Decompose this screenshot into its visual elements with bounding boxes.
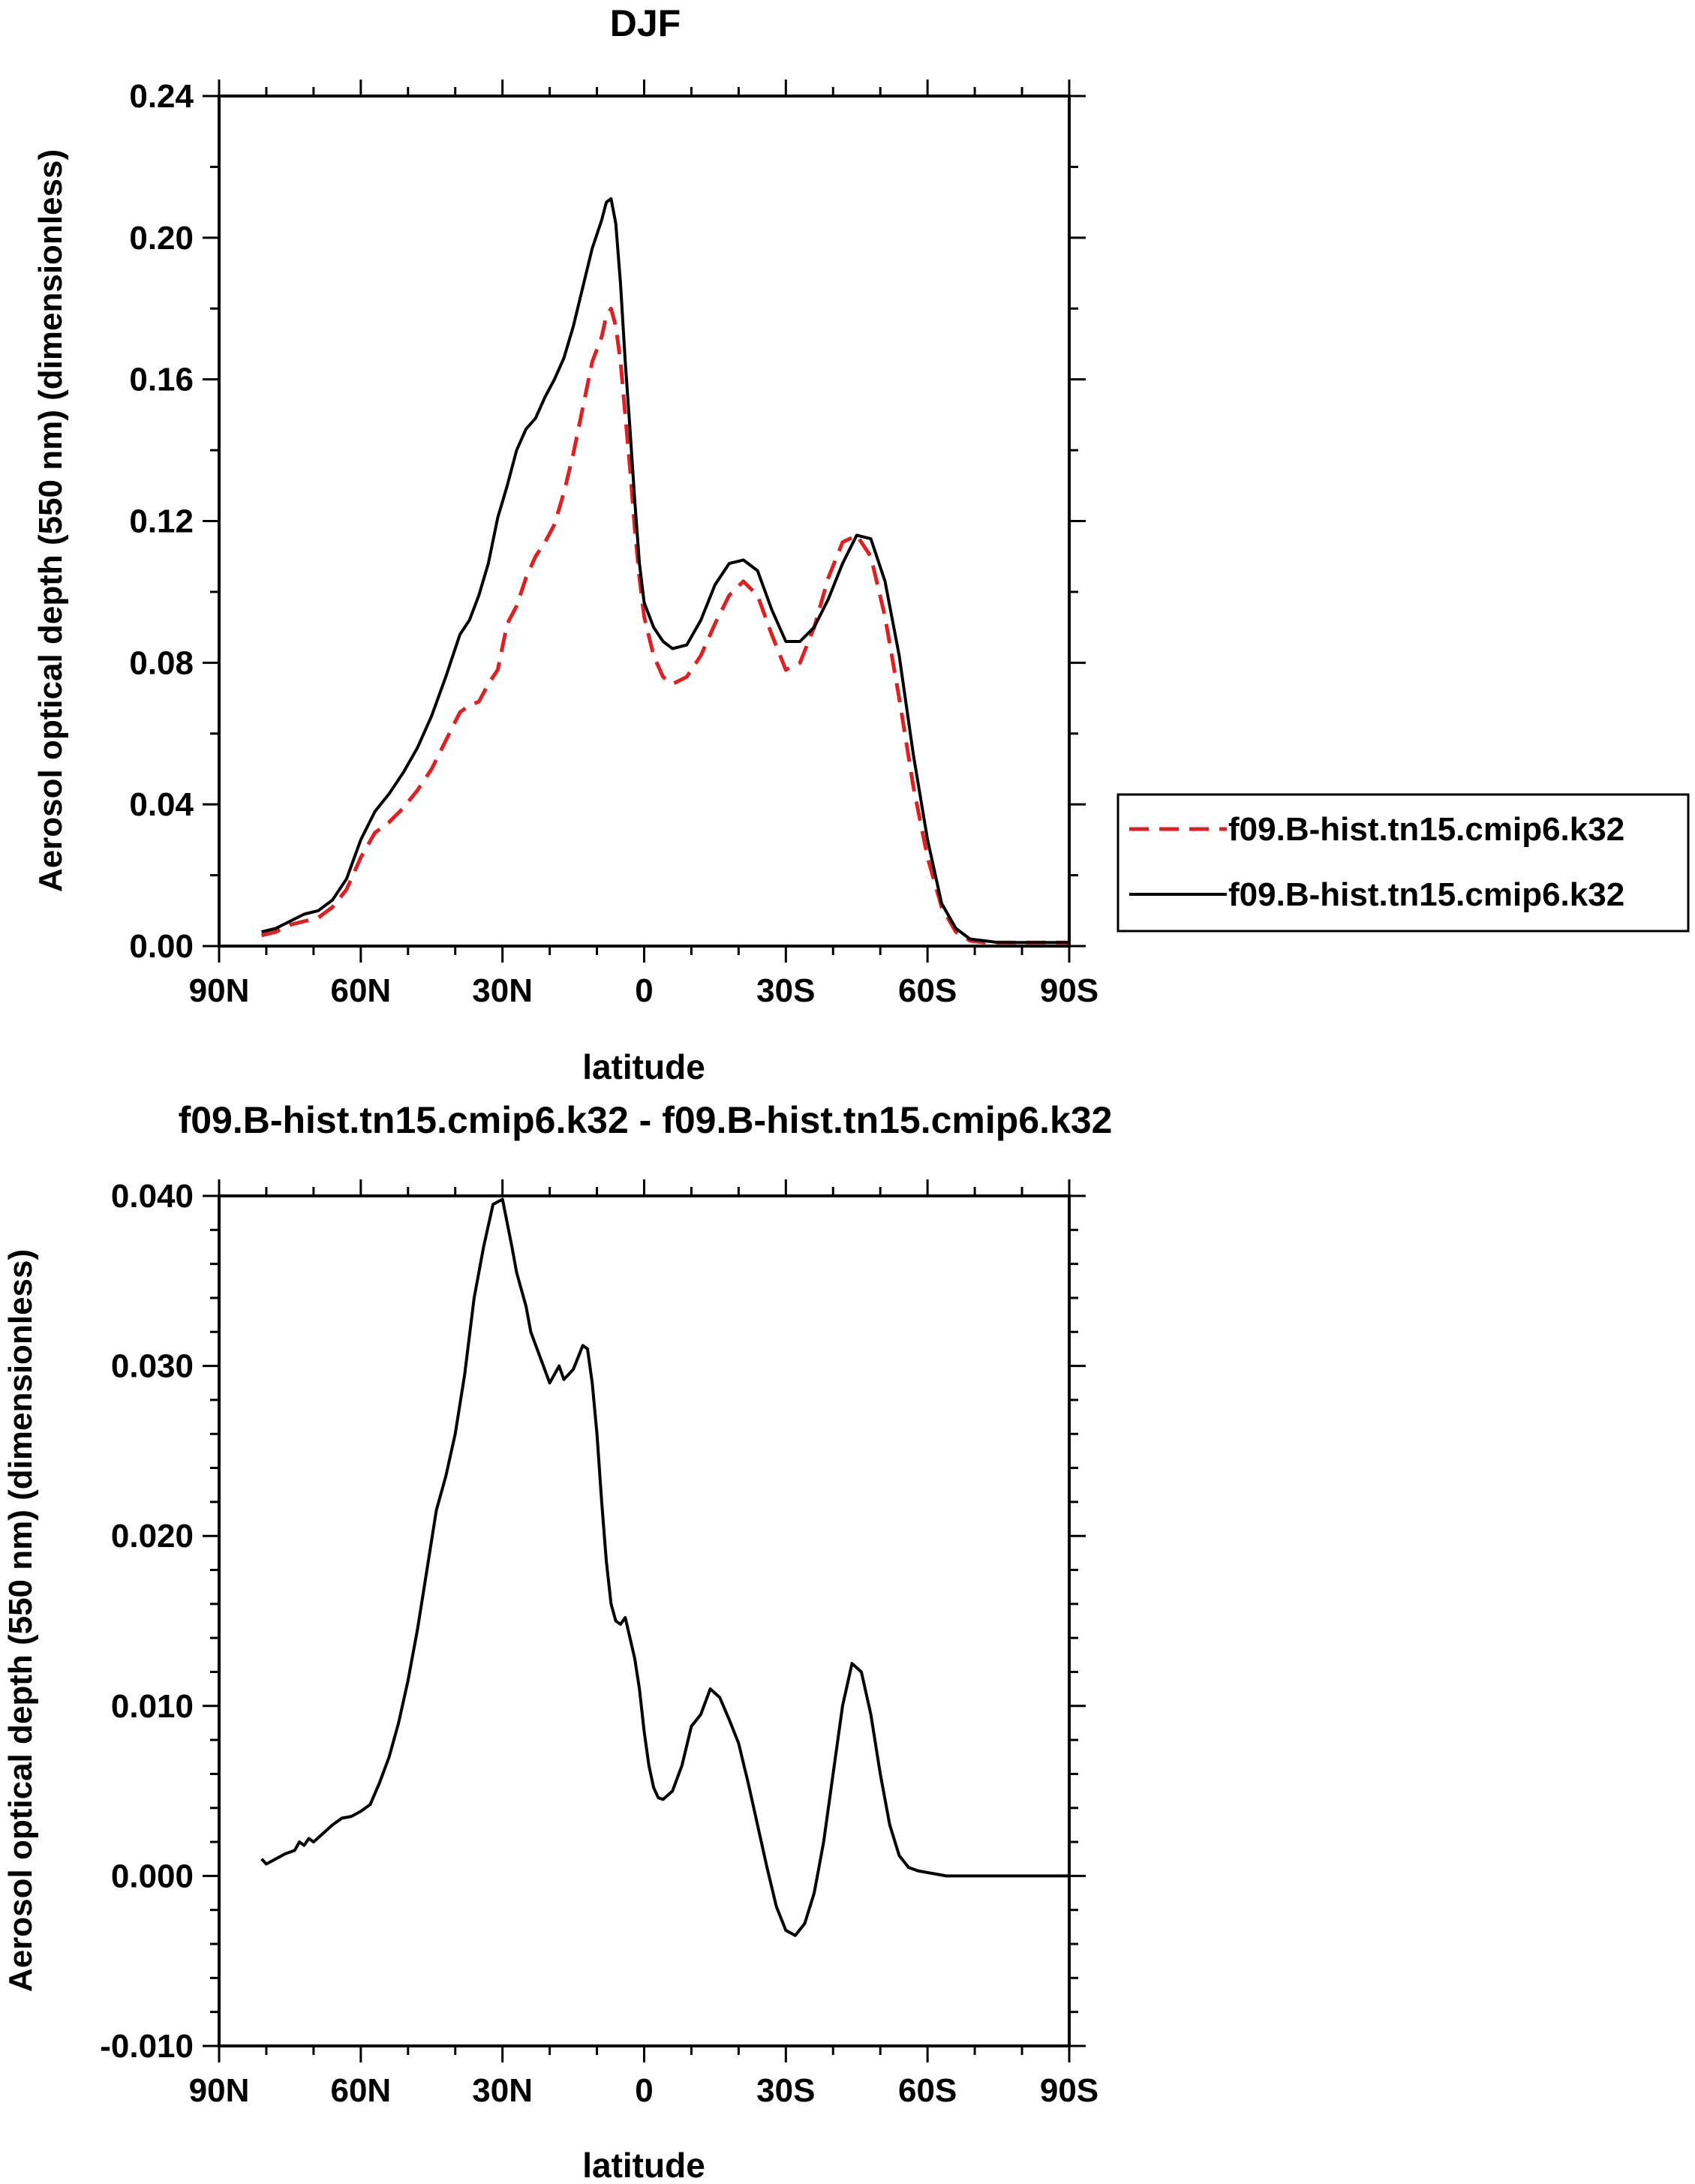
series-line-solid-black bbox=[261, 197, 1069, 945]
y-tick-label: 0.00 bbox=[129, 928, 194, 965]
series-line-dashed-red bbox=[260, 306, 1069, 945]
bottom-panel-ticks bbox=[203, 1179, 1086, 2062]
series-line-solid-black bbox=[260, 1197, 1069, 1937]
y-tick-label: 0.08 bbox=[129, 644, 194, 681]
legend-label-series-1: f09.B-hist.tn15.cmip6.k32 bbox=[1228, 811, 1624, 848]
top-panel-x-tick-labels: 90N 60N 30N 0 30S 60S 90S bbox=[189, 972, 1099, 1009]
bottom-panel-title: f09.B-hist.tn15.cmip6.k32 - f09.B-hist.t… bbox=[179, 1099, 1113, 1141]
top-panel-title: DJF bbox=[610, 2, 681, 44]
top-panel-x-axis-label: latitude bbox=[582, 1047, 705, 1086]
y-tick-label: -0.010 bbox=[100, 2028, 194, 2065]
bottom-panel-series bbox=[260, 1197, 1069, 1937]
x-tick-label: 0 bbox=[635, 2072, 653, 2109]
top-panel-y-axis-label: Aerosol optical depth (550 nm) (dimensio… bbox=[32, 149, 69, 892]
y-tick-label: 0.16 bbox=[129, 362, 194, 398]
y-tick-label: 0.030 bbox=[111, 1348, 194, 1385]
x-tick-label: 30S bbox=[756, 972, 815, 1009]
x-tick-label: 60N bbox=[330, 2072, 391, 2109]
x-tick-label: 30S bbox=[756, 2072, 815, 2109]
y-tick-label: 0.040 bbox=[111, 1178, 194, 1215]
x-tick-label: 30N bbox=[472, 972, 533, 1009]
legend: f09.B-hist.tn15.cmip6.k32 f09.B-hist.tn1… bbox=[1116, 793, 1690, 933]
y-tick-label: 0.12 bbox=[129, 503, 194, 540]
y-tick-label: 0.000 bbox=[111, 1858, 194, 1894]
top-panel-series bbox=[260, 197, 1069, 945]
x-tick-label: 90S bbox=[1040, 2072, 1098, 2109]
x-tick-label: 60S bbox=[898, 972, 957, 1009]
x-tick-label: 60N bbox=[330, 972, 391, 1009]
x-tick-label: 30N bbox=[472, 2072, 533, 2109]
bottom-panel-y-tick-labels: -0.010 0.000 0.010 0.020 0.030 0.040 bbox=[100, 1178, 194, 2065]
x-tick-label: 0 bbox=[635, 972, 653, 1009]
y-tick-label: 0.010 bbox=[111, 1688, 194, 1725]
bottom-panel: f09.B-hist.tn15.cmip6.k32 - f09.B-hist.t… bbox=[2, 1099, 1112, 2184]
legend-box bbox=[1116, 793, 1690, 933]
x-tick-label: 90N bbox=[189, 2072, 250, 2109]
y-tick-label: 0.04 bbox=[129, 786, 194, 823]
top-panel: DJF 90N 60N 30N 0 30S 60S 90S 0.00 0.04 0.08 0.12… bbox=[32, 2, 1690, 1086]
bottom-panel-x-axis-label: latitude bbox=[582, 2146, 705, 2184]
y-tick-label: 0.020 bbox=[111, 1518, 194, 1555]
top-panel-y-tick-labels: 0.00 0.04 0.08 0.12 0.16 0.20 0.24 bbox=[129, 78, 194, 965]
bottom-panel-x-tick-labels: 90N 60N 30N 0 30S 60S 90S bbox=[189, 2072, 1099, 2109]
x-tick-label: 90N bbox=[189, 972, 250, 1009]
legend-label-series-2: f09.B-hist.tn15.cmip6.k32 bbox=[1228, 876, 1624, 913]
y-tick-label: 0.24 bbox=[129, 78, 194, 115]
bottom-panel-y-axis-label: Aerosol optical depth (550 nm) (dimensio… bbox=[2, 1249, 39, 1992]
x-tick-label: 90S bbox=[1040, 972, 1098, 1009]
x-tick-label: 60S bbox=[898, 2072, 957, 2109]
top-panel-ticks bbox=[203, 80, 1086, 963]
y-tick-label: 0.20 bbox=[129, 220, 194, 257]
